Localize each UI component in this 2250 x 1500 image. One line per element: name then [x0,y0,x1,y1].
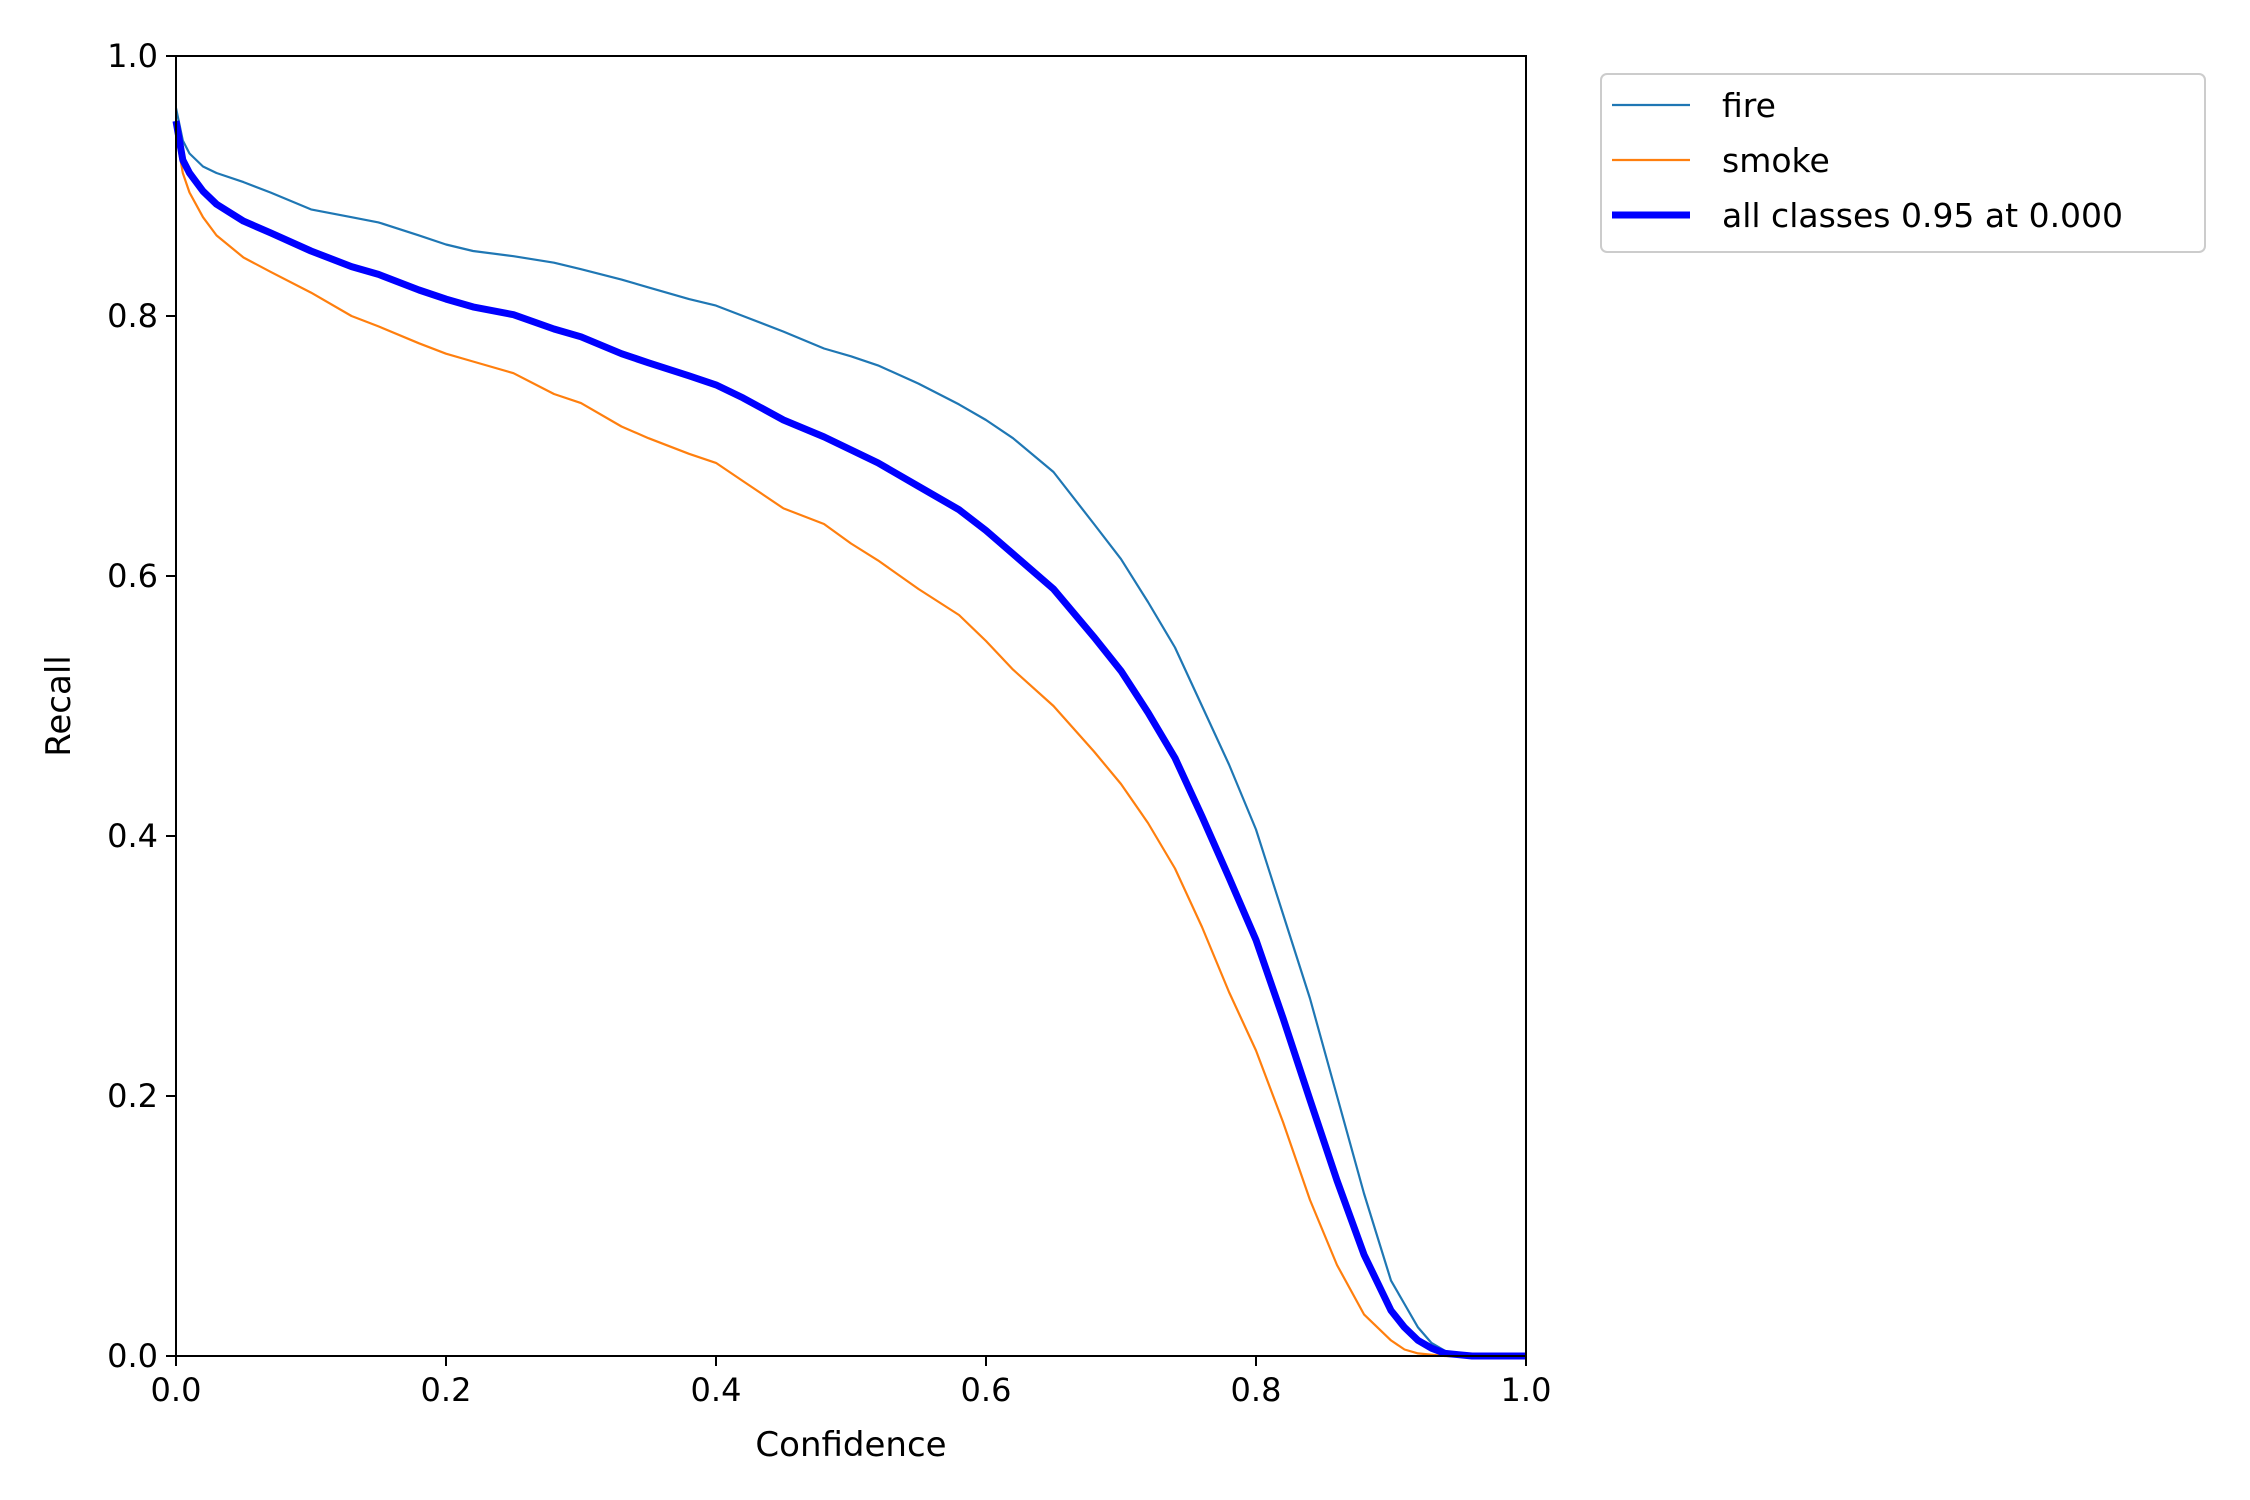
series-line-smoke [174,133,1526,1358]
plot-frame [175,55,1527,1357]
y-tick-label: 1.0 [107,37,158,75]
legend-entries: fire smoke all classes 0.95 at 0.000 [1612,86,2123,235]
legend-label: fire [1722,86,1776,125]
series-layer [172,107,1526,1360]
x-tick-label: 0.6 [961,1371,1012,1409]
x-axis-ticks: 0.0 0.2 0.4 0.6 0.8 1.0 [151,1356,1552,1409]
y-tick-label: 0.8 [107,297,158,335]
x-tick-label: 1.0 [1501,1371,1552,1409]
legend-box [1600,73,2206,253]
y-axis-label: Recall [39,655,79,756]
series-line-all-classes [172,120,1526,1360]
y-tick-label: 0.2 [107,1077,158,1115]
x-tick-label: 0.0 [151,1371,202,1409]
x-axis-label: Confidence [755,1425,946,1465]
series-line-fire [174,107,1526,1358]
legend-label: all classes 0.95 at 0.000 [1722,196,2123,235]
y-tick-label: 0.4 [107,817,158,855]
y-tick-label: 0.0 [107,1337,158,1375]
x-tick-label: 0.2 [421,1371,472,1409]
y-axis-ticks: 0.0 0.2 0.4 0.6 0.8 1.0 [107,37,176,1375]
legend: fire smoke all classes 0.95 at 0.000 [1600,73,2206,253]
legend-label: smoke [1722,141,1830,180]
y-tick-label: 0.6 [107,557,158,595]
x-tick-label: 0.8 [1231,1371,1282,1409]
x-tick-label: 0.4 [691,1371,742,1409]
